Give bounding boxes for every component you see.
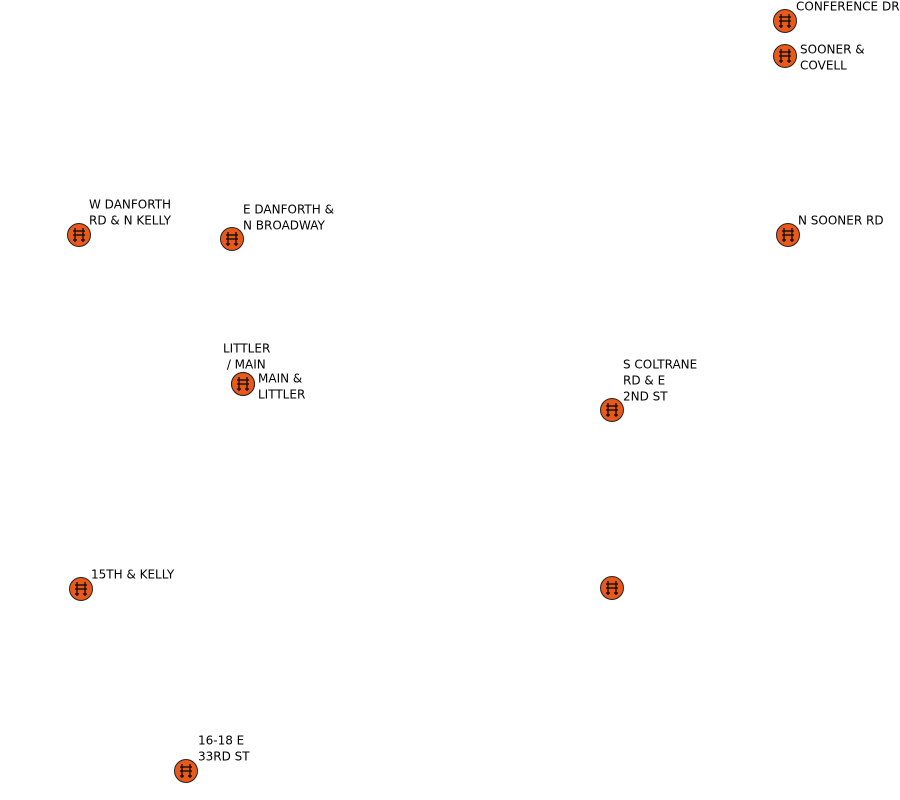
marker-label: RD & E [623,374,665,388]
marker[interactable]: E DANFORTH & N BROADWAY [220,203,334,251]
marker-label: 15TH & KELLY [91,568,175,582]
marker-label: / MAIN [223,358,266,372]
barricade-glyph [606,403,618,417]
marker[interactable]: SOONER & COVELL [773,43,865,73]
barricade-glyph [226,232,238,246]
marker-label: 33RD ST [198,750,250,764]
marker-label: 16-18 E [198,734,244,748]
barricade-glyph [75,582,87,596]
barricade-glyph [779,49,791,63]
marker-label: W DANFORTH [89,198,171,212]
marker[interactable]: 16-18 E 33RD ST [174,734,251,783]
marker[interactable] [600,576,624,600]
marker[interactable]: MAIN & LITTLER [231,372,306,402]
marker[interactable]: CONFERENCE DR [773,0,900,33]
marker-label: RD & N KELLY [89,214,172,228]
barricade-glyph [180,764,192,778]
barricade-glyph [237,377,249,391]
marker-label: LITTLER [223,342,270,356]
marker-label: N BROADWAY [243,219,326,233]
marker[interactable]: W DANFORTH RD & N KELLY [67,198,172,247]
barricade-glyph [779,14,791,28]
marker-label: N SOONER RD [798,214,884,228]
marker-label: MAIN & [258,372,302,386]
marker-label: S COLTRANE [623,358,697,372]
barricade-glyph [782,228,794,242]
marker[interactable]: 15TH & KELLY [69,568,175,601]
marker[interactable]: S COLTRANE RD & E 2ND ST [600,358,698,422]
marker[interactable]: N SOONER RD [776,214,884,247]
marker-label: COVELL [800,59,847,73]
marker-label: CONFERENCE DR [796,0,900,14]
marker-label: E DANFORTH & [243,203,334,217]
barricade-glyph [606,581,618,595]
barricade-glyph [73,228,85,242]
marker-label: LITTLER [258,388,305,402]
marker-label: 2ND ST [623,390,668,404]
marker-label: SOONER & [800,43,865,57]
